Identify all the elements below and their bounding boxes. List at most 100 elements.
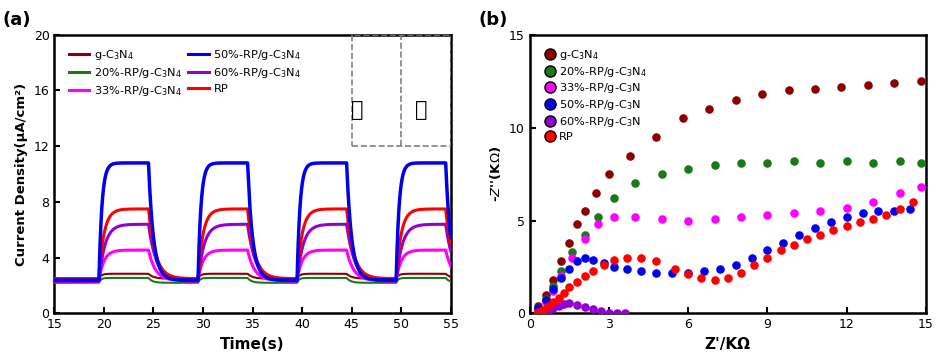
Point bbox=[530, 310, 545, 315]
Point bbox=[649, 258, 664, 264]
Text: (b): (b) bbox=[478, 11, 507, 29]
Point bbox=[577, 304, 592, 310]
Point bbox=[812, 233, 827, 238]
Point bbox=[569, 221, 584, 227]
Point bbox=[902, 207, 917, 212]
Point bbox=[622, 152, 637, 158]
Point bbox=[561, 300, 576, 306]
Point bbox=[838, 205, 853, 211]
Text: 💡: 💡 bbox=[351, 100, 363, 120]
Point bbox=[585, 257, 600, 262]
Point bbox=[680, 272, 695, 277]
Point bbox=[806, 225, 821, 231]
Point bbox=[556, 290, 571, 296]
Point bbox=[530, 305, 545, 311]
Point bbox=[733, 160, 748, 166]
Point bbox=[775, 240, 790, 246]
Point bbox=[791, 233, 806, 238]
Point bbox=[546, 305, 561, 310]
Point bbox=[649, 134, 664, 140]
Point bbox=[706, 162, 721, 168]
Point bbox=[706, 216, 721, 221]
Point bbox=[564, 255, 579, 261]
Point bbox=[885, 80, 901, 86]
Point bbox=[696, 268, 711, 274]
Point bbox=[780, 87, 795, 93]
Point bbox=[553, 275, 568, 281]
Point bbox=[585, 268, 600, 274]
Point bbox=[666, 266, 682, 272]
Point bbox=[569, 302, 584, 307]
Point bbox=[553, 268, 568, 274]
Point bbox=[606, 195, 621, 201]
Point bbox=[596, 262, 611, 268]
Point bbox=[561, 266, 576, 272]
Point bbox=[596, 260, 611, 266]
Point bbox=[806, 86, 821, 91]
Point bbox=[746, 262, 761, 268]
Point bbox=[619, 266, 634, 272]
Point bbox=[561, 285, 576, 290]
Point bbox=[627, 180, 642, 186]
Text: 💡: 💡 bbox=[414, 100, 427, 120]
Point bbox=[606, 257, 621, 262]
Point bbox=[537, 299, 552, 305]
Point bbox=[537, 296, 552, 302]
Point bbox=[606, 214, 621, 220]
Point bbox=[556, 301, 571, 307]
Point bbox=[540, 303, 555, 309]
Point bbox=[632, 255, 648, 261]
Point bbox=[577, 273, 592, 279]
Point bbox=[754, 91, 769, 97]
Point bbox=[885, 208, 901, 214]
Point bbox=[822, 220, 837, 225]
Point bbox=[627, 214, 642, 220]
Point bbox=[854, 210, 869, 216]
Point bbox=[632, 268, 648, 274]
Point bbox=[680, 218, 695, 224]
Point bbox=[600, 171, 615, 177]
Point bbox=[546, 286, 561, 292]
Point bbox=[772, 247, 787, 253]
Text: (a): (a) bbox=[3, 11, 31, 29]
Point bbox=[870, 208, 885, 214]
Point bbox=[530, 305, 545, 311]
Point bbox=[785, 242, 801, 248]
Point bbox=[799, 236, 814, 242]
Point bbox=[838, 158, 853, 164]
Point bbox=[706, 277, 721, 283]
Point bbox=[664, 270, 679, 276]
Point bbox=[564, 249, 579, 255]
Point bbox=[904, 199, 919, 205]
Point bbox=[587, 190, 602, 196]
Point bbox=[712, 266, 727, 272]
Point bbox=[728, 97, 743, 103]
Point bbox=[550, 303, 565, 309]
Point bbox=[743, 255, 758, 261]
Point bbox=[728, 262, 743, 268]
Point bbox=[859, 82, 874, 88]
Point bbox=[553, 258, 568, 264]
Point bbox=[912, 160, 927, 166]
Point bbox=[537, 292, 552, 298]
Point bbox=[865, 216, 880, 221]
Point bbox=[616, 311, 632, 317]
Point bbox=[649, 270, 664, 276]
Point bbox=[535, 308, 550, 314]
Point bbox=[838, 223, 853, 229]
Legend: g-C$_3$N$_4$, 20%-RP/g-C$_3$N$_4$, 33%-RP/g-C$_3$N$_4$, 50%-RP/g-C$_3$N$_4$, 60%: g-C$_3$N$_4$, 20%-RP/g-C$_3$N$_4$, 33%-R… bbox=[64, 43, 306, 102]
Point bbox=[546, 283, 561, 289]
Point bbox=[912, 78, 927, 84]
Point bbox=[600, 310, 615, 315]
Point bbox=[577, 233, 592, 238]
Bar bbox=[351, 35, 450, 146]
Point bbox=[785, 158, 801, 164]
Point bbox=[537, 298, 552, 303]
Point bbox=[577, 255, 592, 261]
Point bbox=[590, 221, 605, 227]
Point bbox=[891, 207, 906, 212]
Point bbox=[546, 299, 561, 305]
Point bbox=[680, 166, 695, 171]
Point bbox=[701, 106, 716, 112]
Point bbox=[812, 208, 827, 214]
